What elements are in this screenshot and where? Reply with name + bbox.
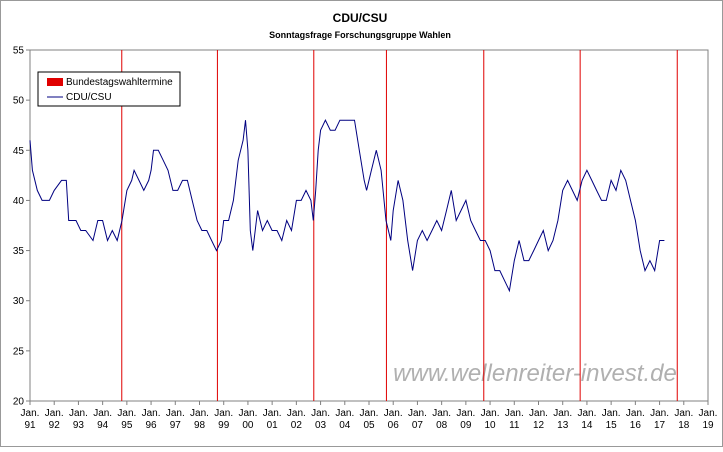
y-tick-label: 25 (13, 346, 25, 357)
chart-subtitle: Sonntagsfrage Forschungsgruppe Wahlen (269, 30, 451, 40)
x-tick-label: Jan. 95 (117, 408, 136, 431)
y-tick-label: 50 (13, 96, 25, 107)
x-tick-label: Jan. 00 (238, 408, 257, 431)
x-tick-label: Jan. 99 (214, 408, 233, 431)
x-tick-label: Jan. 09 (456, 408, 475, 431)
x-tick-label: Jan. 19 (699, 408, 718, 431)
legend-box (37, 71, 181, 107)
x-tick-label: Jan. 18 (674, 408, 693, 431)
x-tick-label: Jan. 08 (432, 408, 451, 431)
legend-label: Bundestagswahltermine (66, 77, 173, 88)
x-tick-label: Jan. 17 (650, 408, 669, 431)
x-tick-label: Jan. 06 (384, 408, 403, 431)
x-tick-label: Jan. 07 (408, 408, 427, 431)
x-tick-label: Jan. 10 (481, 408, 500, 431)
legend-label: CDU/CSU (66, 92, 112, 103)
data-line (29, 119, 665, 293)
plot-area (29, 49, 709, 402)
y-tick-label: 30 (13, 296, 25, 307)
x-tick-label: Jan. 04 (335, 408, 354, 431)
x-tick-label: Jan. 93 (69, 408, 88, 431)
y-tick-label: 20 (13, 397, 25, 408)
x-tick-label: Jan. 94 (93, 408, 112, 431)
y-tick-label: 45 (13, 146, 25, 157)
x-tick-label: Jan. 16 (626, 408, 645, 431)
x-tick-label: Jan. 96 (142, 408, 161, 431)
watermark: www.wellenreiter-invest.de (393, 360, 677, 387)
legend: Bundestagswahltermine CDU/CSU (37, 71, 181, 107)
x-tick-label: Jan. 03 (311, 408, 330, 431)
y-tick-label: 40 (13, 196, 25, 207)
x-tick-label: Jan. 92 (45, 408, 64, 431)
x-tick-label: Jan. 98 (190, 408, 209, 431)
x-tick-label: Jan. 15 (602, 408, 621, 431)
x-tick-label: Jan. 97 (166, 408, 185, 431)
x-tick-label: Jan. 12 (529, 408, 548, 431)
legend-swatch (47, 78, 63, 86)
x-tick-label: Jan. 14 (577, 408, 596, 431)
x-tick-label: Jan. 02 (287, 408, 306, 431)
y-tick-label: 35 (13, 246, 25, 257)
x-tick-label: Jan. 05 (360, 408, 379, 431)
chart-title: CDU/CSU (333, 11, 388, 25)
y-tick-label: 55 (13, 46, 25, 57)
x-tick-label: Jan. 91 (21, 408, 40, 431)
x-tick-label: Jan. 13 (553, 408, 572, 431)
x-tick-label: Jan. 01 (263, 408, 282, 431)
x-tick-label: Jan. 11 (505, 408, 524, 431)
